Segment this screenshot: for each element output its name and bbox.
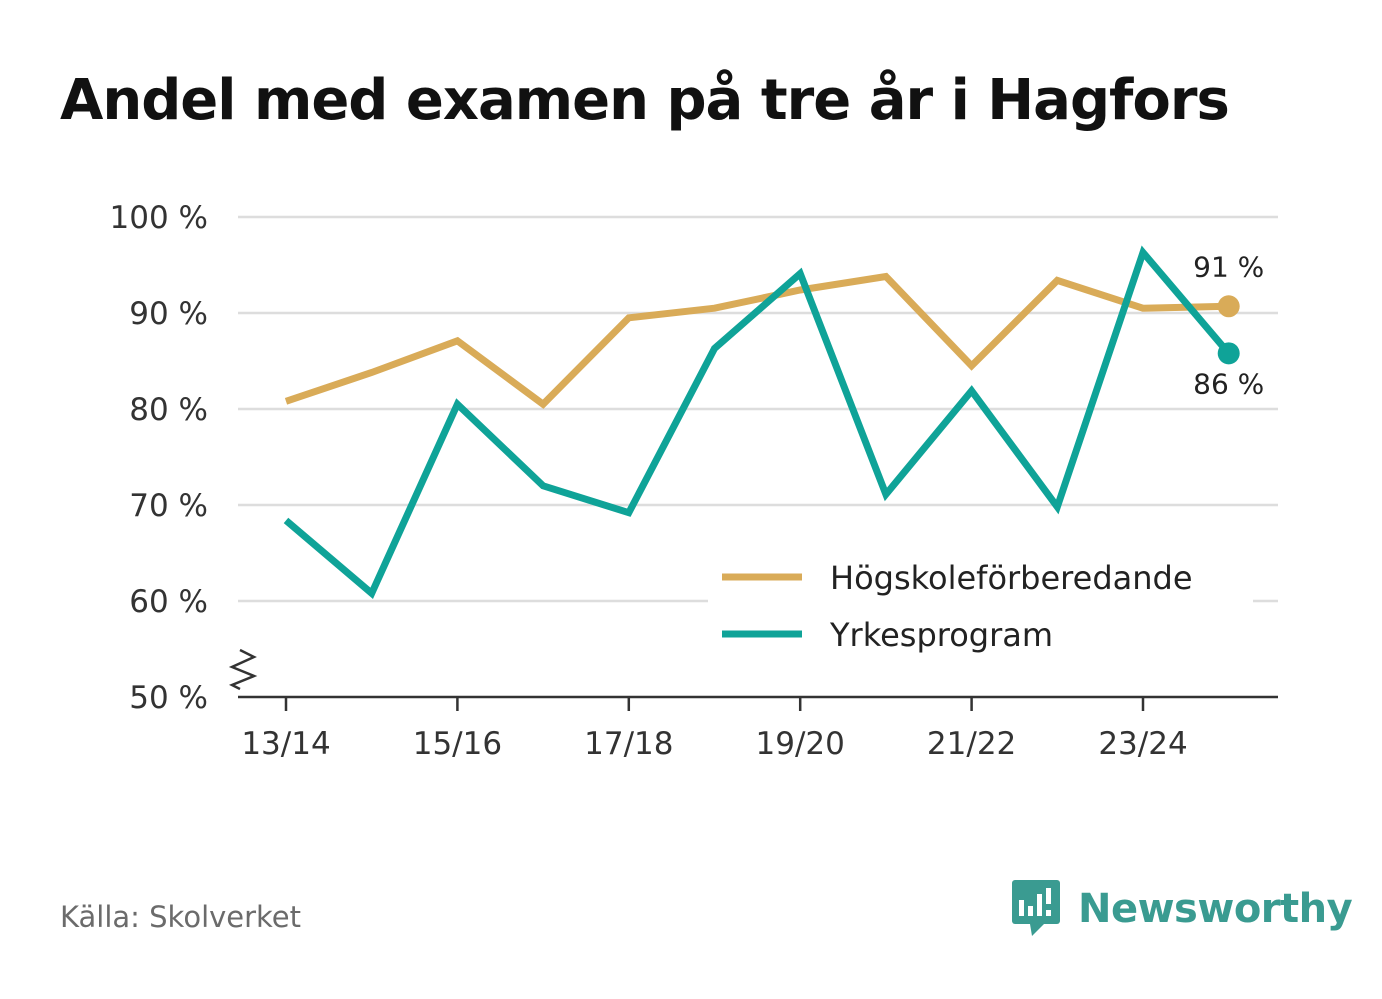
x-tick-label: 19/20 [756,726,845,762]
x-axis [228,648,1278,699]
source-note: Källa: Skolverket [60,900,302,934]
line-chart: 100 % 90 % 80 % 70 % 60 % 50 % 13/14 15/16 17/1… [110,200,1278,762]
y-tick-label: 50 % [129,680,208,716]
chart-title: Andel med examen på tre år i Hagfors [60,68,1230,133]
x-tick-label: 15/16 [413,726,502,762]
series-end-point [1217,342,1240,365]
x-axis-ticks: 13/14 15/16 17/18 19/20 21/22 23/24 [241,697,1188,762]
end-labels: 91 % 86 % [1193,250,1264,400]
legend-label: Yrkesprogram [829,616,1053,654]
y-axis-ticks: 100 % 90 % 80 % 70 % 60 % 50 % [110,200,208,716]
legend-label: Högskoleförberedande [830,559,1193,597]
series-lines [283,245,1240,599]
brand-name: Newsworthy [1078,886,1353,932]
legend-background [708,545,1253,660]
y-tick-label: 60 % [129,584,208,620]
y-tick-label: 100 % [110,200,208,236]
series-line [283,245,1232,599]
brand-logo: Newsworthy [1010,878,1353,940]
y-tick-label: 70 % [129,488,208,524]
y-tick-label: 90 % [129,296,208,332]
x-tick-label: 21/22 [927,726,1016,762]
series-end-label: 86 % [1193,367,1264,400]
series-end-point [1217,295,1240,318]
x-tick-label: 13/14 [241,726,330,762]
series-line [284,272,1229,409]
series-end-label: 91 % [1193,250,1264,283]
x-tick-label: 23/24 [1098,726,1187,762]
x-tick-label: 17/18 [584,726,673,762]
axis-break-mark [228,648,258,691]
legend: Högskoleförberedande Yrkesprogram [708,545,1253,660]
newsworthy-logo-icon [1012,880,1060,936]
y-tick-label: 80 % [129,392,208,428]
